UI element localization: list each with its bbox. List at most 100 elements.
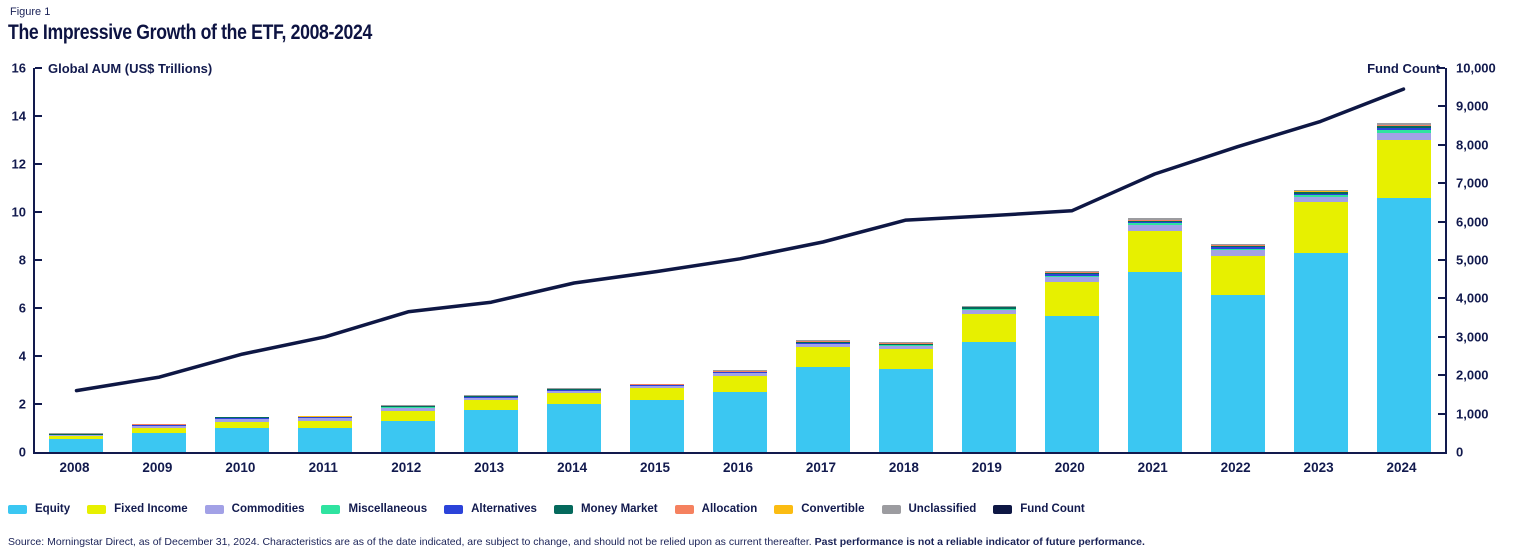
right-axis-tick-label: 0 xyxy=(1456,444,1464,460)
legend-item-fund-count: Fund Count xyxy=(993,503,1085,515)
bar-2017 xyxy=(795,340,850,452)
bar-2012 xyxy=(381,405,436,452)
right-axis-tick-label: 5,000 xyxy=(1456,252,1489,268)
x-axis-label-2022: 2022 xyxy=(1220,460,1251,475)
left-tick-mark xyxy=(35,67,42,69)
bar-segment-equity xyxy=(630,400,685,452)
right-tick-mark xyxy=(1438,412,1445,415)
right-axis-title: Fund Count xyxy=(1367,61,1440,76)
bar-segment-money-market xyxy=(215,417,270,419)
x-axis-label-2008: 2008 xyxy=(59,460,90,475)
bar-2020 xyxy=(1044,270,1099,452)
right-tick-mark xyxy=(1438,220,1445,223)
bar-2024 xyxy=(1376,122,1431,452)
legend-item-money-market: Money Market xyxy=(553,503,658,515)
legend-swatch-icon xyxy=(881,504,901,514)
legend-item-commodities: Commodities xyxy=(204,503,305,515)
right-axis-tick-label: 9,000 xyxy=(1456,98,1489,114)
legend-label: Fixed Income xyxy=(114,503,188,515)
bar-segment-fixed-income xyxy=(215,422,270,428)
bar-segment-equity xyxy=(298,428,353,452)
right-tick-mark xyxy=(1438,67,1445,69)
left-tick-mark xyxy=(35,211,42,213)
bar-segment-equity xyxy=(795,366,850,452)
right-tick-mark xyxy=(1438,374,1445,377)
x-axis-label-2023: 2023 xyxy=(1303,460,1334,475)
right-axis-tick-label: 8,000 xyxy=(1456,137,1489,153)
bar-segment-commodities xyxy=(132,425,187,429)
left-tick-mark xyxy=(35,115,42,117)
legend-swatch-icon xyxy=(674,504,694,514)
bar-segment-equity xyxy=(1293,252,1348,452)
bar-2013 xyxy=(464,395,519,452)
left-tick-mark xyxy=(35,163,42,165)
bar-segment-money-market xyxy=(381,405,436,407)
bar-segment-commodities xyxy=(464,398,519,401)
x-axis-label-2009: 2009 xyxy=(142,460,173,475)
left-axis-tick-label: 4 xyxy=(18,348,26,364)
x-axis-label-2012: 2012 xyxy=(391,460,422,475)
legend-label: Commodities xyxy=(231,503,305,515)
right-tick-mark xyxy=(1438,335,1445,338)
legend: Equity Fixed Income Commodities Miscellaneo… xyxy=(8,503,1085,515)
bar-segment-equity xyxy=(381,420,436,452)
right-tick-mark xyxy=(1438,297,1445,300)
left-axis-tick-label: 8 xyxy=(18,252,26,268)
bar-2008 xyxy=(49,433,104,452)
left-axis-title: Global AUM (US$ Trillions) xyxy=(48,61,213,76)
left-axis-tick-label: 14 xyxy=(11,108,26,124)
bar-segment-fixed-income xyxy=(1210,256,1265,295)
bar-segment-equity xyxy=(215,428,270,452)
left-axis-tick-label: 12 xyxy=(11,156,26,172)
x-axis-label-2018: 2018 xyxy=(888,460,919,475)
x-axis-label-2015: 2015 xyxy=(640,460,671,475)
bar-segment-commodities xyxy=(298,418,353,422)
figure-label: Figure 1 xyxy=(10,6,51,18)
legend-swatch-icon xyxy=(321,504,341,514)
bar-segment-fixed-income xyxy=(49,436,104,439)
bar-2019 xyxy=(961,305,1016,452)
bar-2015 xyxy=(630,383,685,452)
bar-segment-commodities xyxy=(49,434,104,437)
x-axis-label-2017: 2017 xyxy=(805,460,836,475)
source-note-regular: Source: Morningstar Direct, as of Decemb… xyxy=(8,536,815,548)
legend-item-alternatives: Alternatives xyxy=(444,503,537,515)
right-axis-tick-label: 4,000 xyxy=(1456,290,1489,306)
left-axis-tick-label: 10 xyxy=(11,204,26,220)
x-axis-label-2020: 2020 xyxy=(1054,460,1085,475)
bar-segment-fixed-income xyxy=(795,347,850,367)
left-axis-tick-label: 6 xyxy=(18,300,26,316)
bar-segment-equity xyxy=(1376,197,1431,452)
bar-segment-fixed-income xyxy=(1044,281,1099,317)
bar-segment-fixed-income xyxy=(132,428,187,433)
bar-2014 xyxy=(547,388,602,452)
legend-swatch-icon xyxy=(553,504,573,514)
x-axis-label-2014: 2014 xyxy=(557,460,588,475)
legend-label: Allocation xyxy=(701,503,758,515)
bar-segment-fixed-income xyxy=(961,314,1016,342)
bar-segment-commodities xyxy=(1376,132,1431,141)
bar-segment-equity xyxy=(132,432,187,452)
bar-2021 xyxy=(1127,218,1182,452)
legend-item-miscellaneous: Miscellaneous xyxy=(321,503,427,515)
source-note: Source: Morningstar Direct, as of Decemb… xyxy=(8,536,1145,548)
bar-segment-fixed-income xyxy=(298,421,353,429)
bar-segment-fixed-income xyxy=(1293,202,1348,253)
plot-frame xyxy=(33,67,1447,454)
x-axis-labels: 2008 2009 2010 2011 2012 2013 2014 2015 2016 2017… xyxy=(33,460,1447,478)
legend-item-allocation: Allocation xyxy=(674,503,758,515)
right-axis-tick-label: 3,000 xyxy=(1456,329,1489,345)
left-tick-mark xyxy=(35,355,42,357)
bar-2009 xyxy=(132,423,187,452)
right-axis-tick-label: 7,000 xyxy=(1456,175,1489,191)
bar-segment-fixed-income xyxy=(630,388,685,401)
legend-swatch-icon xyxy=(444,504,464,514)
x-axis-label-2016: 2016 xyxy=(722,460,754,475)
right-axis-tick-label: 2,000 xyxy=(1456,367,1489,383)
bar-segment-money-market xyxy=(464,396,519,398)
right-tick-mark xyxy=(1438,259,1445,261)
bar-2010 xyxy=(215,416,270,452)
legend-swatch-icon xyxy=(87,504,107,514)
bar-segment-equity xyxy=(1210,294,1265,452)
